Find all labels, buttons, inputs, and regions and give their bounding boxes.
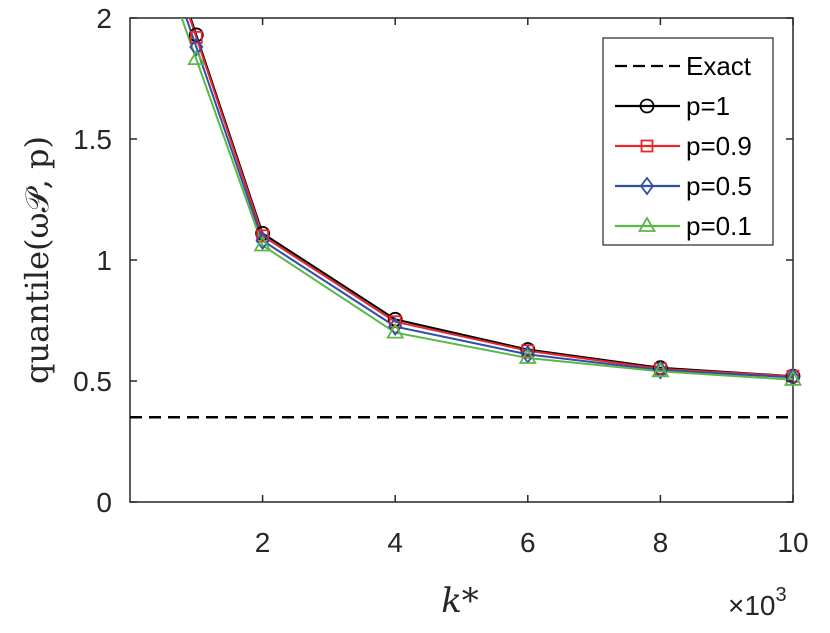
- data-point-p-0-1: [253, 235, 272, 252]
- y-tick-label: 0.5: [73, 366, 112, 397]
- data-point-p-0-1: [386, 322, 405, 339]
- data-point-p-0-5: [388, 317, 403, 337]
- legend-label-exact: Exact: [686, 51, 752, 81]
- x-exponent-base: ×10: [728, 590, 776, 621]
- x-tick-label: 4: [387, 527, 403, 558]
- legend-label-p-0-5: p=0.5: [686, 171, 752, 201]
- legend-box: [602, 37, 774, 246]
- y-tick-label: 0: [96, 487, 112, 518]
- data-point-p-1: [188, 27, 204, 43]
- data-point-p-0-1: [651, 361, 670, 378]
- legend: Exact p=1 p=0.9 p=0.5 p=0.1: [602, 37, 774, 246]
- data-point-p-1: [255, 225, 271, 241]
- y-tick-label: 1.5: [73, 124, 112, 155]
- legend-label-p-1: p=1: [686, 91, 730, 121]
- data-point-p-0-9: [189, 30, 203, 44]
- x-exponent-label: ×103: [728, 584, 787, 621]
- x-exponent-power: 3: [776, 584, 787, 606]
- data-point-p-0-9: [388, 315, 402, 329]
- x-tick-label: 6: [520, 527, 536, 558]
- legend-marker-p-0-5: [639, 176, 655, 196]
- legend-label-p-0-9: p=0.9: [686, 131, 752, 161]
- series-line-p-0-1: [180, 18, 793, 381]
- x-tick-label: 10: [777, 527, 808, 558]
- data-point-p-0-5: [255, 231, 270, 251]
- data-point-p-0-5: [653, 360, 668, 380]
- x-axis-label: k*: [441, 581, 479, 621]
- data-point-p-0-5: [189, 37, 204, 57]
- y-tick-label: 1: [96, 245, 112, 276]
- y-tick-label: 2: [96, 3, 112, 34]
- legend-marker-p-0-1: [637, 216, 657, 232]
- data-point-p-0-9: [256, 229, 270, 243]
- legend-label-p-0-1: p=0.1: [686, 211, 752, 241]
- x-tick-label: 8: [653, 527, 669, 558]
- legend-marker-p-0-9: [640, 139, 654, 153]
- y-axis-label: quantile(ω𝒫, p): [18, 136, 56, 384]
- data-point-p-0-1: [783, 369, 803, 386]
- data-point-p-0-1: [187, 49, 206, 66]
- data-point-p-0-1: [518, 348, 537, 364]
- series-line-p-0-9: [188, 18, 793, 378]
- x-tick-label: 2: [255, 527, 271, 558]
- legend-marker-p-1: [639, 98, 655, 114]
